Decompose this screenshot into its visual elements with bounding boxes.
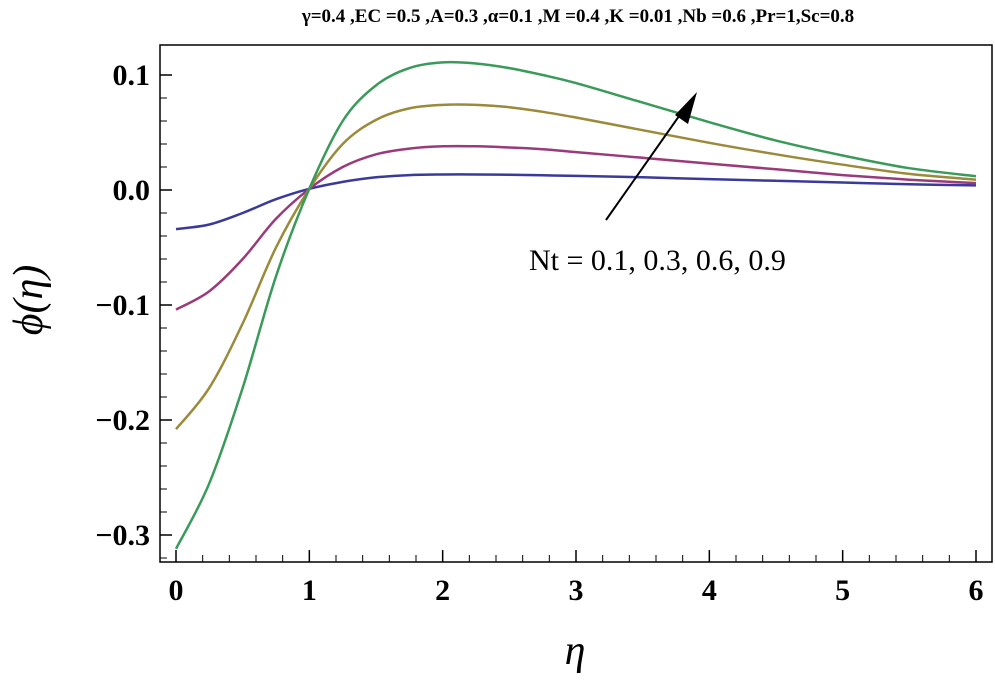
- y-tick-label: 0.0: [113, 174, 151, 207]
- y-tick-label: −0.2: [95, 404, 150, 437]
- series-line-3: [175, 103, 977, 430]
- y-tick-label: −0.1: [95, 289, 150, 322]
- x-tick-label: 4: [702, 574, 717, 607]
- plot-frame: [159, 44, 993, 563]
- series-line-4: [174, 60, 977, 550]
- x-axis-label: η: [565, 628, 586, 674]
- chart-title: γ=0.4 ,EC =0.5 ,A=0.3 ,α=0.1 ,M =0.4 ,K …: [301, 6, 854, 27]
- y-axis-ticks: 0.1 0.0 −0.1 −0.2 −0.3: [95, 59, 172, 559]
- x-tick-label: 3: [569, 574, 584, 607]
- nt-arrow-shaft: [605, 108, 685, 221]
- y-tick-label: 0.1: [113, 59, 151, 92]
- series-layer: [174, 60, 977, 550]
- x-tick-label: 0: [169, 574, 184, 607]
- y-tick-label: −0.3: [95, 519, 150, 552]
- nt-arrow-head: [675, 92, 697, 124]
- x-tick-label: 2: [435, 574, 450, 607]
- series-line-1: [175, 173, 977, 231]
- nt-annotation: Nt = 0.1, 0.3, 0.6, 0.9: [529, 244, 786, 277]
- x-tick-label: 1: [302, 574, 317, 607]
- y-axis-label: ϕ(η): [6, 265, 52, 336]
- x-axis-ticks: 0 1 2 3 4 5 6: [169, 550, 984, 607]
- x-tick-label: 5: [835, 574, 850, 607]
- x-tick-label: 6: [969, 574, 984, 607]
- series-line-2: [175, 144, 977, 311]
